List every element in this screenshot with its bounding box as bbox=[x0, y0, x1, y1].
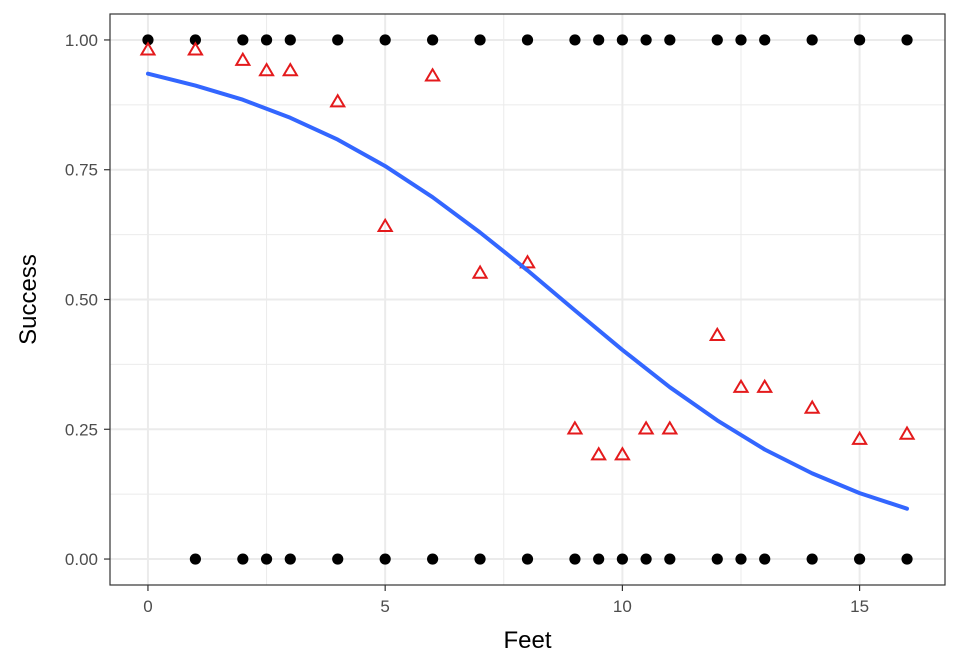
x-tick-label: 15 bbox=[850, 597, 869, 616]
proportion-marker bbox=[376, 217, 394, 232]
outcome-point bbox=[711, 553, 723, 565]
outcome-point bbox=[189, 553, 201, 565]
y-tick-label: 0.75 bbox=[65, 161, 98, 180]
outcome-point bbox=[569, 553, 581, 565]
x-tick-label: 10 bbox=[613, 597, 632, 616]
outcome-point bbox=[237, 553, 249, 565]
proportion-marker bbox=[661, 420, 679, 435]
proportion-marker bbox=[851, 430, 868, 445]
proportion-marker bbox=[519, 254, 536, 269]
outcome-point bbox=[616, 553, 628, 565]
proportion-marker bbox=[329, 93, 347, 108]
proportion-marker bbox=[637, 420, 655, 435]
proportion-marker bbox=[803, 399, 821, 414]
outcome-point bbox=[806, 553, 818, 565]
outcome-point bbox=[427, 34, 439, 46]
outcome-point bbox=[379, 553, 391, 565]
proportion-marker bbox=[566, 420, 584, 435]
outcome-point bbox=[427, 553, 439, 565]
outcome-point bbox=[593, 34, 605, 46]
y-tick-label: 1.00 bbox=[65, 31, 98, 50]
proportion-marker bbox=[139, 41, 157, 56]
outcome-point bbox=[901, 553, 913, 565]
outcome-point bbox=[332, 553, 344, 565]
outcome-point bbox=[640, 34, 652, 46]
outcome-point bbox=[759, 34, 771, 46]
outcome-point bbox=[332, 34, 344, 46]
outcome-point bbox=[735, 553, 747, 565]
proportion-marker bbox=[258, 62, 275, 77]
proportion-marker bbox=[756, 378, 774, 393]
proportion-marker bbox=[187, 41, 204, 56]
outcome-point bbox=[616, 34, 628, 46]
x-tick-label: 5 bbox=[380, 597, 389, 616]
outcome-point bbox=[284, 34, 296, 46]
outcome-point bbox=[237, 34, 249, 46]
x-axis-title: Feet bbox=[503, 627, 551, 654]
proportion-marker bbox=[281, 62, 299, 77]
outcome-point bbox=[664, 553, 676, 565]
axis-layer: 0 5 10 15 0.00 0.25 0.50 0.75 1.00 bbox=[65, 31, 869, 616]
outcome-point bbox=[260, 553, 273, 565]
outcome-point bbox=[521, 553, 534, 565]
outcome-point bbox=[640, 553, 652, 565]
outcome-point bbox=[854, 34, 866, 46]
proportion-marker bbox=[614, 446, 631, 461]
outcome-point bbox=[521, 34, 534, 46]
outcome-point bbox=[569, 34, 581, 46]
outcome-point bbox=[189, 34, 201, 46]
proportion-marker bbox=[424, 67, 441, 82]
outcome-point bbox=[735, 34, 747, 46]
outcome-point bbox=[284, 553, 296, 565]
proportion-marker bbox=[590, 446, 607, 461]
outcome-point bbox=[664, 34, 676, 46]
proportion-marker bbox=[471, 264, 489, 279]
outcome-point bbox=[593, 553, 605, 565]
y-tick-label: 0.00 bbox=[65, 550, 98, 569]
outcome-point bbox=[474, 34, 486, 46]
y-tick-label: 0.50 bbox=[65, 291, 98, 310]
outcome-point bbox=[854, 553, 866, 565]
outcome-point bbox=[901, 34, 913, 46]
outcome-point bbox=[379, 34, 391, 46]
proportion-marker bbox=[708, 326, 726, 341]
proportion-marker bbox=[898, 425, 916, 440]
proportion-marker bbox=[234, 51, 252, 66]
outcome-point bbox=[142, 34, 154, 46]
y-axis-title: Success bbox=[15, 254, 42, 345]
outcome-point bbox=[711, 34, 723, 46]
x-tick-label: 0 bbox=[143, 597, 152, 616]
outcome-point bbox=[759, 553, 771, 565]
series-layer bbox=[139, 34, 916, 565]
proportion-marker bbox=[732, 378, 750, 393]
grid-layer bbox=[110, 14, 945, 585]
outcome-point bbox=[260, 34, 273, 46]
outcome-point bbox=[806, 34, 818, 46]
outcome-point bbox=[474, 553, 486, 565]
fitted-curve bbox=[146, 71, 909, 511]
y-tick-label: 0.25 bbox=[65, 420, 98, 439]
